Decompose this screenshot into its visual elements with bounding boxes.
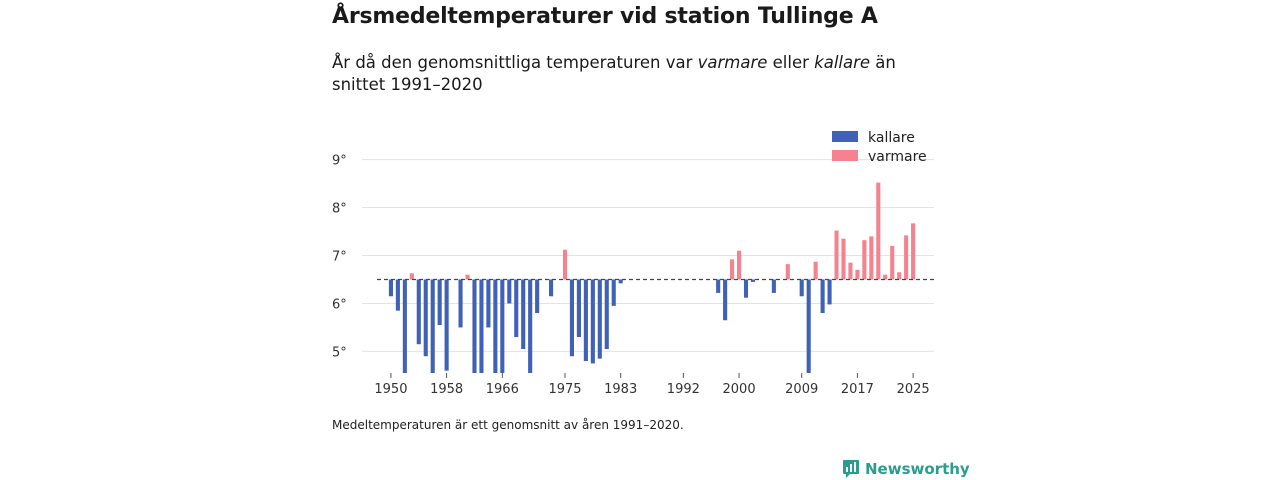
cold-bar bbox=[493, 279, 498, 373]
x-tick-label: 1983 bbox=[604, 382, 637, 397]
legend-label-cold: kallare bbox=[868, 130, 915, 146]
subtitle-part-1: År då den genomsnittliga temperaturen va… bbox=[332, 53, 698, 72]
warm-bar bbox=[890, 245, 895, 280]
subtitle-cold-word: kallare bbox=[814, 53, 871, 72]
warm-bar bbox=[409, 273, 414, 280]
y-tick-label: 8° bbox=[332, 202, 347, 217]
cold-bar bbox=[486, 279, 491, 328]
y-tick-label: 5° bbox=[332, 345, 347, 360]
cold-bar bbox=[569, 279, 574, 357]
warm-bar bbox=[841, 238, 846, 280]
cold-bar bbox=[583, 279, 588, 362]
cold-bar bbox=[507, 279, 512, 304]
cold-bar bbox=[597, 279, 602, 359]
cold-bar bbox=[827, 279, 832, 305]
x-tick-label: 2025 bbox=[897, 382, 930, 397]
cold-bar bbox=[395, 279, 400, 311]
cold-bar bbox=[416, 279, 421, 345]
cold-bar bbox=[604, 279, 609, 350]
cold-bar bbox=[458, 279, 463, 328]
chart-title: Årsmedeltemperaturer vid station Tulling… bbox=[332, 4, 878, 29]
y-tick-label: 6° bbox=[332, 297, 347, 312]
cold-bar bbox=[430, 279, 435, 373]
warm-bar bbox=[862, 240, 867, 280]
cold-bar bbox=[590, 279, 595, 364]
legend-swatch-cold bbox=[832, 131, 858, 142]
y-tick-label: 9° bbox=[332, 154, 347, 169]
cold-bar bbox=[723, 279, 728, 321]
cold-bar bbox=[806, 279, 811, 373]
cold-bar bbox=[528, 279, 533, 373]
warm-bar bbox=[897, 272, 902, 280]
brand-name: Newsworthy bbox=[865, 460, 970, 478]
cold-bar bbox=[771, 279, 776, 293]
cold-bar bbox=[444, 279, 449, 371]
cold-bar bbox=[799, 279, 804, 297]
warm-bar bbox=[785, 264, 790, 280]
x-tick-label: 2009 bbox=[785, 382, 818, 397]
cold-bar bbox=[472, 279, 477, 373]
warm-bar bbox=[911, 223, 916, 280]
cold-bar bbox=[423, 279, 428, 357]
x-tick-label: 2017 bbox=[841, 382, 874, 397]
cold-bar bbox=[402, 279, 407, 373]
cold-bar bbox=[611, 279, 616, 306]
newsworthy-logo-icon bbox=[843, 460, 859, 478]
cold-bar bbox=[549, 279, 554, 297]
warm-bar bbox=[848, 262, 853, 280]
x-tick-label: 2000 bbox=[723, 382, 756, 397]
warm-bar bbox=[813, 261, 818, 280]
temperature-bar-chart: 5° 6° 7° 8° 9° 1950 1958 1966 1975 1983 1992 2000 20… bbox=[332, 130, 934, 397]
subtitle-warm-word: varmare bbox=[697, 53, 768, 72]
cold-bar bbox=[618, 279, 623, 284]
x-tick-label: 1975 bbox=[548, 382, 581, 397]
warm-bar bbox=[737, 250, 742, 280]
cold-bar bbox=[479, 279, 484, 373]
warm-bar bbox=[883, 274, 888, 280]
x-tick-label: 1958 bbox=[430, 382, 463, 397]
y-tick-label: 7° bbox=[332, 250, 347, 265]
cold-bar bbox=[437, 279, 442, 326]
cold-bar bbox=[388, 279, 393, 297]
warm-bar bbox=[834, 230, 839, 280]
x-tick-label: 1966 bbox=[486, 382, 519, 397]
brand-logo: Newsworthy bbox=[842, 459, 970, 479]
warm-bar bbox=[465, 274, 470, 280]
cold-bar bbox=[500, 279, 505, 373]
cold-bar bbox=[521, 279, 526, 350]
legend-swatch-warm bbox=[832, 150, 858, 161]
warm-bar bbox=[904, 235, 909, 280]
chart-card: Årsmedeltemperaturer vid station Tulling… bbox=[332, 0, 970, 480]
warm-bar bbox=[869, 236, 874, 280]
warm-bar bbox=[876, 182, 881, 280]
subtitle-part-3: än snittet 1991–2020 bbox=[332, 53, 896, 94]
cold-bar bbox=[750, 279, 756, 282]
warm-bar bbox=[562, 249, 568, 280]
x-tick-label: 1950 bbox=[374, 382, 407, 397]
cold-bar bbox=[576, 279, 581, 338]
chart-subtitle: År då den genomsnittliga temperaturen va… bbox=[332, 52, 932, 96]
chart-footnote: Medeltemperaturen är ett genomsnitt av å… bbox=[332, 418, 684, 432]
cold-bar bbox=[514, 279, 519, 338]
cold-bar bbox=[743, 279, 749, 298]
cold-bar bbox=[716, 279, 721, 293]
legend-label-warm: varmare bbox=[868, 149, 927, 165]
warm-bar bbox=[855, 269, 860, 280]
cold-bar bbox=[535, 279, 540, 314]
subtitle-part-2: eller bbox=[767, 53, 815, 72]
warm-bar bbox=[730, 259, 735, 280]
x-tick-label: 1992 bbox=[667, 382, 700, 397]
cold-bar bbox=[820, 279, 825, 314]
